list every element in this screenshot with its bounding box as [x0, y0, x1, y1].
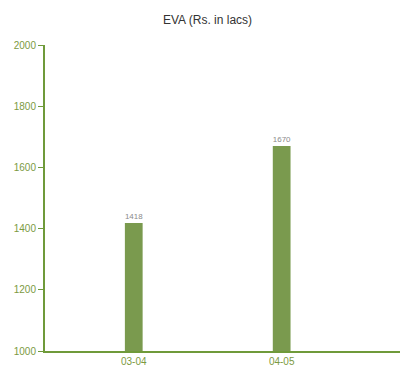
svg-text:EVA (Rs. in lacs): EVA (Rs. in lacs) [163, 13, 252, 27]
svg-text:1800: 1800 [14, 101, 37, 112]
svg-text:1200: 1200 [14, 284, 37, 295]
svg-text:1000: 1000 [14, 346, 37, 357]
svg-text:1418: 1418 [125, 212, 143, 221]
svg-text:03-04: 03-04 [121, 356, 147, 367]
svg-text:1400: 1400 [14, 223, 37, 234]
svg-text:1600: 1600 [14, 162, 37, 173]
svg-text:1670: 1670 [273, 135, 291, 144]
svg-text:04-05: 04-05 [269, 356, 295, 367]
svg-text:2000: 2000 [14, 40, 37, 51]
